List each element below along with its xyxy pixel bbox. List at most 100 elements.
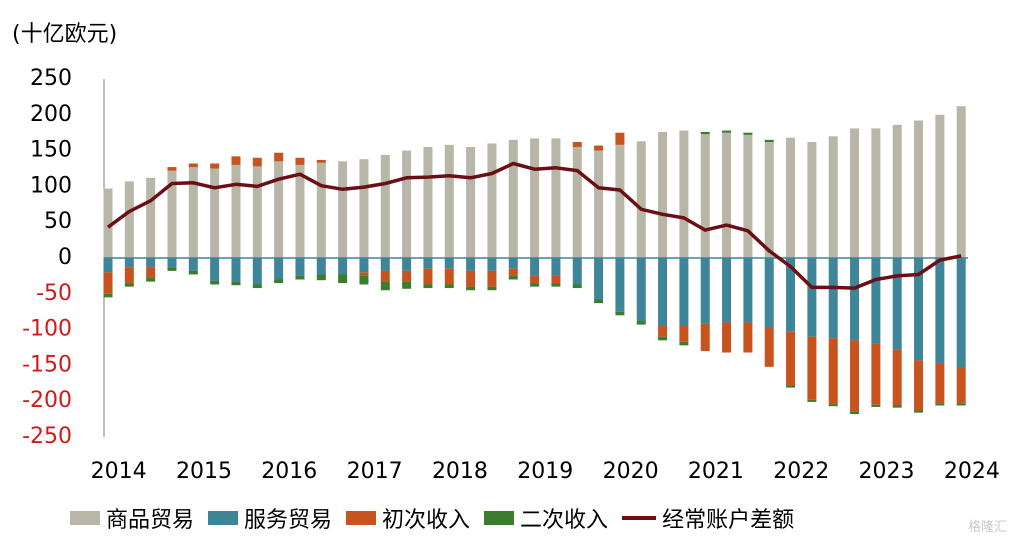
goods-bar bbox=[807, 142, 817, 258]
primary-income-bar bbox=[508, 268, 518, 276]
goods-bar bbox=[658, 131, 668, 258]
secondary-income-bar bbox=[188, 270, 198, 275]
secondary-income-bar bbox=[487, 286, 497, 291]
goods-bar bbox=[444, 144, 454, 258]
services-bar bbox=[295, 258, 305, 276]
secondary-income-bar bbox=[743, 132, 753, 135]
primary-income-bar bbox=[402, 270, 412, 282]
primary-income-bar bbox=[700, 323, 710, 352]
x-tick-label: 2020 bbox=[603, 459, 659, 484]
goods-bar bbox=[508, 139, 518, 258]
services-bar bbox=[444, 258, 454, 269]
goods-bar bbox=[423, 147, 433, 258]
primary-income-bar bbox=[188, 163, 198, 168]
legend-swatch-secondary-income bbox=[484, 511, 515, 525]
services-bar bbox=[615, 258, 625, 312]
services-bar bbox=[658, 258, 668, 327]
primary-income-bar bbox=[124, 267, 134, 284]
services-bar bbox=[850, 258, 860, 341]
services-bar bbox=[466, 258, 476, 271]
primary-income-bar bbox=[914, 360, 924, 411]
goods-bar bbox=[786, 137, 796, 258]
secondary-income-bar bbox=[594, 299, 604, 304]
x-tick-label: 2017 bbox=[347, 459, 403, 484]
y-tick-label: 0 bbox=[58, 245, 72, 270]
secondary-income-bar bbox=[210, 280, 220, 285]
primary-income-bar bbox=[572, 142, 582, 148]
x-tick-label: 2018 bbox=[432, 459, 488, 484]
primary-income-bar bbox=[466, 270, 476, 287]
secondary-income-bar bbox=[124, 283, 134, 287]
services-bar bbox=[828, 258, 838, 339]
services-bar bbox=[743, 258, 753, 323]
secondary-income-bar bbox=[146, 278, 156, 282]
goods-bar bbox=[594, 150, 604, 258]
services-bar bbox=[487, 258, 497, 271]
goods-bar bbox=[551, 138, 561, 258]
y-tick-label: 200 bbox=[30, 102, 72, 127]
primary-income-bar bbox=[615, 132, 625, 145]
goods-bar bbox=[359, 159, 369, 258]
goods-bar bbox=[295, 164, 305, 258]
y-tick-label: -200 bbox=[22, 388, 72, 413]
goods-bar bbox=[956, 106, 966, 258]
primary-income-bar bbox=[594, 145, 604, 151]
secondary-income-bar bbox=[786, 385, 796, 388]
primary-income-bar bbox=[743, 322, 753, 353]
primary-income-bar bbox=[167, 167, 177, 171]
x-tick-label: 2014 bbox=[91, 459, 147, 484]
primary-income-bar bbox=[444, 268, 454, 285]
secondary-income-bar bbox=[615, 311, 625, 316]
y-tick-label: 50 bbox=[44, 209, 72, 234]
secondary-income-bar bbox=[167, 267, 177, 271]
secondary-income-bar bbox=[402, 281, 412, 289]
goods-bar bbox=[892, 124, 902, 258]
secondary-income-bar bbox=[722, 130, 732, 133]
services-bar bbox=[764, 258, 774, 328]
goods-bar bbox=[466, 147, 476, 258]
secondary-income-bar bbox=[274, 279, 284, 284]
y-tick-label: -150 bbox=[22, 352, 72, 377]
goods-bar bbox=[615, 144, 625, 258]
goods-bar bbox=[743, 134, 753, 258]
x-tick-label: 2023 bbox=[859, 459, 915, 484]
primary-income-bar bbox=[252, 157, 262, 167]
watermark: 格隆汇 bbox=[967, 520, 1007, 535]
legend-item-goods: 商品贸易 bbox=[70, 502, 194, 534]
y-tick-label: -100 bbox=[22, 317, 72, 342]
primary-income-bar bbox=[850, 340, 860, 412]
goods-bar bbox=[636, 141, 646, 258]
services-bar bbox=[316, 258, 326, 275]
goods-bar bbox=[764, 142, 774, 258]
legend-swatch-services bbox=[208, 511, 239, 525]
goods-bar bbox=[402, 150, 412, 258]
primary-income-bar bbox=[231, 156, 241, 165]
goods-bar bbox=[124, 181, 134, 258]
services-bar bbox=[274, 258, 284, 280]
services-bar bbox=[380, 258, 390, 271]
y-axis-unit-label: (十亿欧元) bbox=[12, 22, 118, 47]
services-bar bbox=[807, 258, 817, 337]
primary-income-bar bbox=[658, 326, 668, 337]
legend-swatch-goods bbox=[70, 511, 100, 525]
secondary-income-bar bbox=[636, 321, 646, 325]
goods-bar bbox=[103, 188, 113, 258]
services-bar bbox=[914, 258, 924, 361]
secondary-income-bar bbox=[551, 283, 561, 287]
services-bar bbox=[508, 258, 518, 269]
services-bar bbox=[530, 258, 540, 276]
goods-bar bbox=[871, 128, 881, 258]
services-bar bbox=[636, 258, 646, 322]
primary-income-bar bbox=[551, 275, 561, 284]
secondary-income-bar bbox=[572, 284, 582, 289]
services-bar bbox=[423, 258, 433, 269]
primary-income-bar bbox=[316, 159, 326, 163]
secondary-income-bar bbox=[530, 283, 540, 287]
primary-income-bar bbox=[786, 331, 796, 386]
secondary-income-bar bbox=[807, 399, 817, 402]
legend-item-secondary-income: 二次收入 bbox=[484, 502, 608, 534]
stacked-bar-line-chart: 250 200 150 100 50 0 -50 -100 -150 -200 -250 2014 20… bbox=[22, 66, 1000, 484]
services-bar bbox=[188, 258, 198, 271]
goods-bar bbox=[935, 114, 945, 258]
x-tick-label: 2015 bbox=[176, 459, 232, 484]
